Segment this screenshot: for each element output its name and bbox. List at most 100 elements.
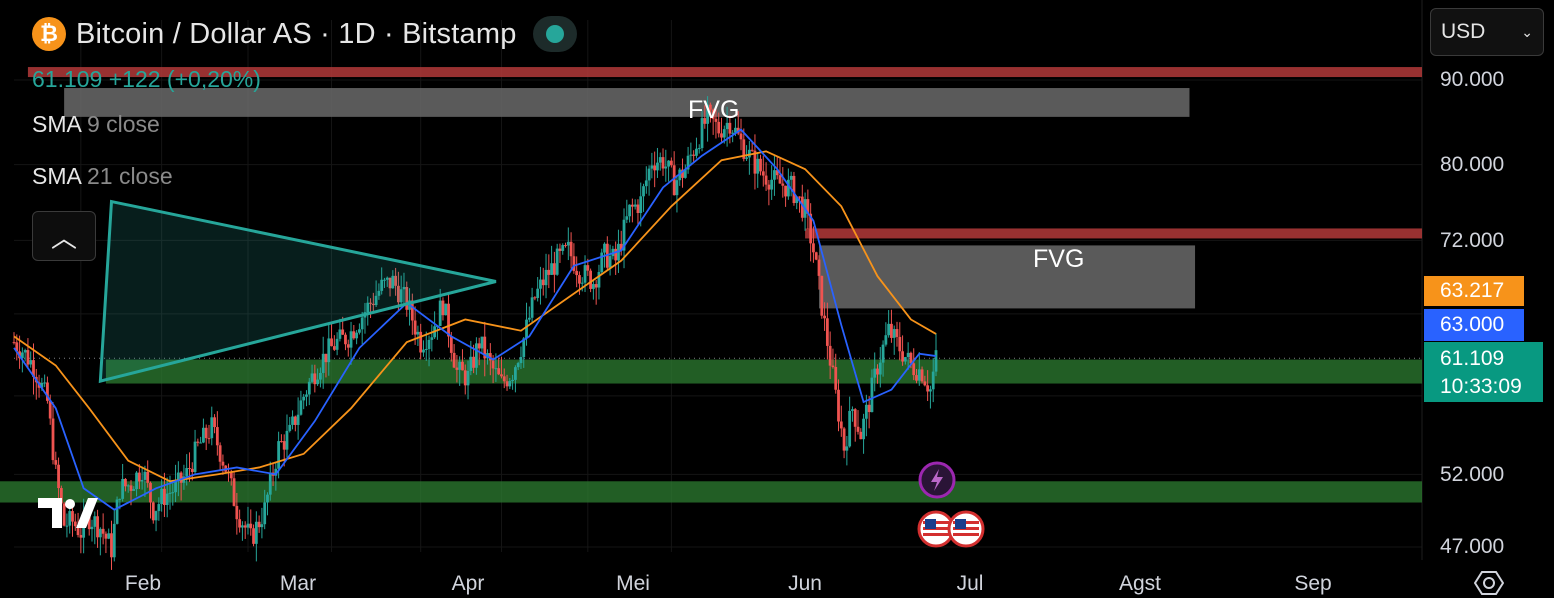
- x-tick-label: Apr: [451, 572, 485, 595]
- lightning-icon[interactable]: [918, 461, 956, 499]
- candle-body: [658, 157, 662, 163]
- candle-body: [656, 162, 659, 171]
- candle-body: [912, 363, 916, 376]
- candle-body: [572, 256, 576, 271]
- candle-body: [293, 416, 297, 425]
- candle-body: [321, 353, 325, 373]
- candle-body: [839, 421, 843, 429]
- candle-body: [915, 375, 918, 381]
- candle-body: [165, 493, 169, 505]
- us-flag-icon[interactable]: [947, 510, 985, 548]
- candle-body: [62, 503, 66, 526]
- candle-body: [57, 464, 60, 489]
- candle-body: [20, 352, 24, 359]
- candle-body: [54, 460, 58, 465]
- candle-body: [129, 485, 133, 491]
- candle-body: [355, 332, 359, 339]
- candle-body: [536, 288, 540, 298]
- candle-body: [305, 394, 308, 397]
- candle-body: [302, 396, 306, 401]
- candle-body: [93, 516, 97, 527]
- candle-body: [65, 525, 69, 527]
- x-tick-label: Jun: [788, 572, 822, 595]
- candle-body: [291, 416, 294, 425]
- candle-body: [73, 521, 77, 527]
- candle-body: [578, 275, 581, 284]
- fvg-label-upper: FVG: [688, 96, 740, 124]
- candle-body: [221, 461, 225, 466]
- currency-selector[interactable]: USD ⌄: [1430, 8, 1544, 56]
- candle-body: [449, 336, 453, 353]
- candle-body: [26, 350, 30, 365]
- candle-body: [636, 204, 640, 214]
- candle-body: [820, 275, 824, 316]
- candle-body: [619, 243, 623, 251]
- candle-body: [500, 374, 503, 377]
- settings-gear-icon[interactable]: [1474, 568, 1504, 598]
- candle-body: [410, 300, 414, 321]
- candle-body: [580, 282, 584, 284]
- candle-body: [591, 284, 595, 289]
- candle-body: [241, 525, 244, 528]
- price-change-line: 61.109 +122 (+0,20%): [32, 66, 261, 92]
- candle-body: [859, 431, 863, 440]
- candle-body: [653, 165, 657, 171]
- candle-body: [232, 478, 236, 506]
- indicator-sma-9[interactable]: SMA 9 close: [32, 111, 160, 138]
- candle-body: [661, 157, 665, 169]
- y-tick-label: 90.000: [1440, 68, 1505, 91]
- candle-body: [157, 504, 161, 512]
- candle-body: [555, 248, 559, 275]
- candle-body: [277, 441, 281, 469]
- candle-body: [452, 352, 456, 368]
- sma-21-line: [13, 150, 937, 483]
- candle-body: [118, 498, 122, 500]
- candle-body: [380, 279, 384, 291]
- candle-body: [622, 219, 626, 251]
- candle-body: [625, 216, 629, 220]
- candle-body: [800, 196, 804, 218]
- candle-body: [639, 196, 643, 214]
- symbol-title[interactable]: Bitcoin / Dollar AS · 1D · Bitstamp: [76, 17, 517, 50]
- candle-body: [444, 303, 448, 316]
- candle-body: [98, 528, 102, 538]
- candle-body: [391, 275, 395, 289]
- candle-body: [46, 382, 49, 401]
- candle-body: [539, 279, 542, 289]
- candle-body: [196, 441, 200, 443]
- candle-body: [525, 319, 528, 339]
- indicator-params: 21 close: [86, 163, 173, 189]
- candle-body: [817, 259, 821, 276]
- candle-body: [929, 389, 932, 392]
- indicator-sma-21[interactable]: SMA 21 close: [32, 163, 173, 190]
- candle-body: [324, 353, 328, 363]
- candle-body: [43, 382, 47, 384]
- candle-body: [190, 468, 194, 473]
- y-tick-label: 47.000: [1440, 535, 1505, 558]
- candle-body: [586, 265, 590, 271]
- candle-body: [338, 329, 342, 339]
- candle-body: [697, 148, 701, 150]
- candle-body: [884, 335, 888, 345]
- zones-layer: [0, 67, 1423, 503]
- candle-body: [530, 297, 534, 318]
- candle-body: [176, 472, 180, 482]
- candle-body: [137, 472, 141, 482]
- candle-body: [491, 360, 495, 369]
- market-status[interactable]: [532, 16, 577, 52]
- candle-body: [848, 410, 852, 447]
- candle-body: [374, 295, 378, 306]
- tradingview-logo-icon: [38, 498, 98, 528]
- candle-body: [101, 528, 105, 534]
- candle-body: [40, 382, 44, 388]
- candle-body: [352, 331, 356, 339]
- candle-body: [235, 505, 239, 520]
- candle-body: [71, 511, 74, 522]
- candle-body: [876, 368, 879, 375]
- candle-body: [202, 427, 205, 443]
- candle-body: [789, 175, 793, 180]
- market-open-dot-icon: [545, 25, 564, 43]
- collapse-legend-button[interactable]: ︿: [32, 211, 96, 261]
- candle-body: [923, 381, 927, 386]
